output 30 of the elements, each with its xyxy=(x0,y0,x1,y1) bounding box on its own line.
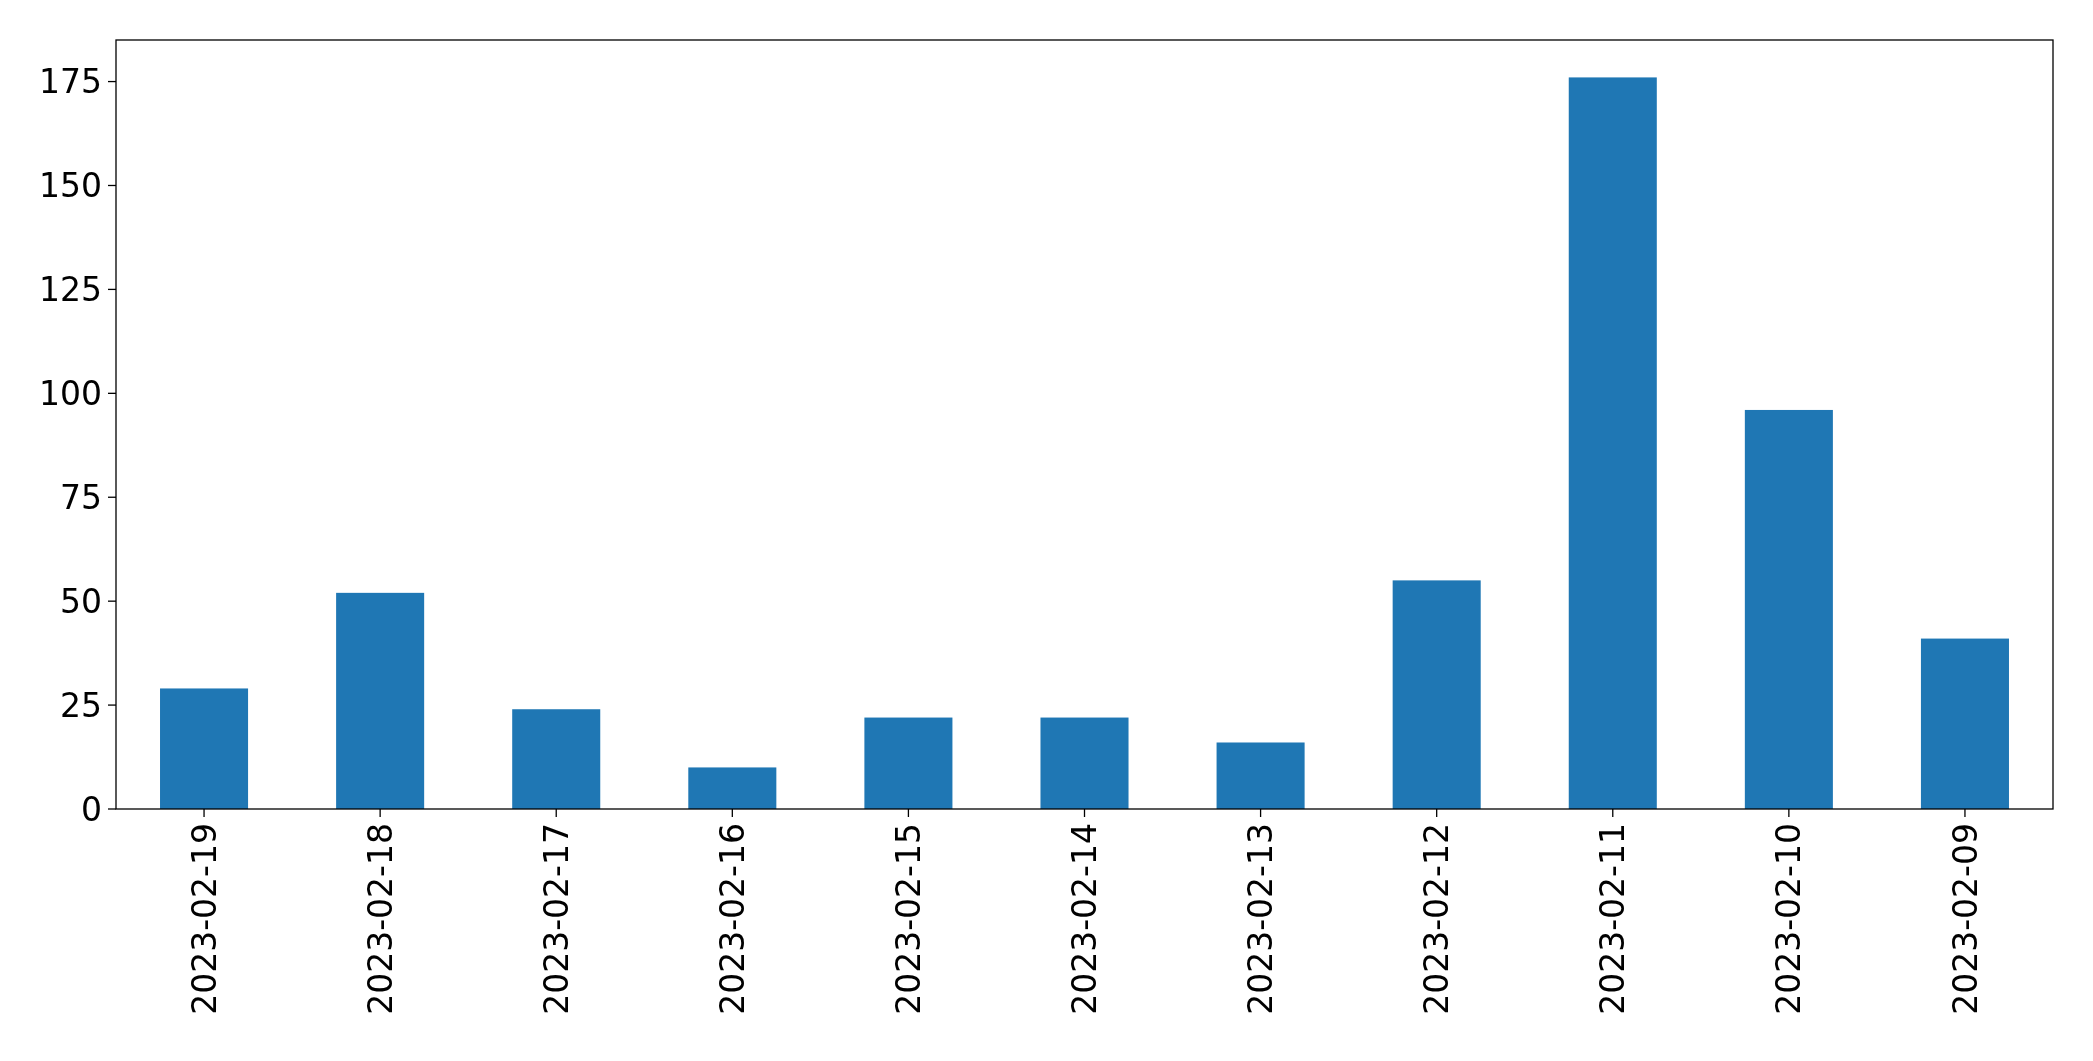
x-tick-label: 2023-02-09 xyxy=(1945,823,1985,1015)
bar xyxy=(160,688,249,809)
x-tick-label: 2023-02-12 xyxy=(1417,823,1457,1015)
bar xyxy=(1216,742,1305,809)
y-tick-label: 75 xyxy=(60,477,102,517)
x-tick-label: 2023-02-17 xyxy=(536,823,576,1015)
bar xyxy=(512,709,601,809)
x-tick-label: 2023-02-11 xyxy=(1593,823,1633,1015)
bar xyxy=(336,592,425,809)
y-tick-label: 50 xyxy=(60,581,102,621)
x-tick-label: 2023-02-18 xyxy=(360,823,400,1015)
x-tick-label: 2023-02-16 xyxy=(712,823,752,1015)
x-tick-label: 2023-02-19 xyxy=(184,823,224,1015)
bar xyxy=(1040,717,1129,809)
bar xyxy=(1920,638,2009,809)
bar xyxy=(1392,580,1481,809)
y-tick-label: 150 xyxy=(39,166,102,206)
x-tick-label: 2023-02-14 xyxy=(1065,823,1105,1015)
bar xyxy=(1568,77,1657,809)
bar xyxy=(864,717,953,809)
y-tick-label: 0 xyxy=(81,789,102,829)
y-tick-label: 25 xyxy=(60,685,102,725)
x-tick-label: 2023-02-13 xyxy=(1241,823,1281,1015)
y-tick-label: 175 xyxy=(39,62,102,102)
y-tick-label: 125 xyxy=(39,269,102,309)
y-tick-label: 100 xyxy=(39,373,102,413)
bar xyxy=(688,767,777,809)
x-tick-label: 2023-02-15 xyxy=(888,823,928,1015)
bar xyxy=(1744,409,1833,809)
x-tick-label: 2023-02-10 xyxy=(1769,823,1809,1015)
